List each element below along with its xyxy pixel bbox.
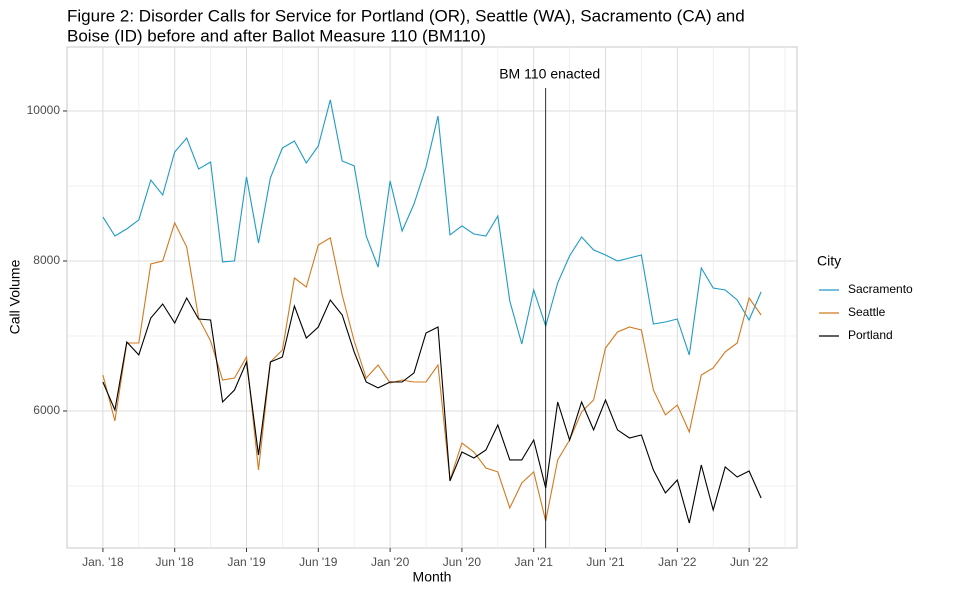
x-tick-label: Jan '22: [658, 555, 697, 569]
x-tick-label: Jan '21: [515, 555, 554, 569]
annotation-text: BM 110 enacted: [499, 66, 600, 82]
legend-label: Seattle: [848, 305, 886, 319]
legend-label: Sacramento: [848, 282, 913, 296]
plot-panel: [66, 46, 798, 549]
series-line: [102, 99, 762, 356]
x-tick-label: Jan '19: [227, 555, 266, 569]
series-line: [102, 296, 762, 524]
x-tick-label: Jun '22: [730, 555, 769, 569]
x-tick-label: Jun '21: [586, 555, 625, 569]
legend-title: City: [817, 253, 841, 269]
y-axis-label: Call Volume: [7, 259, 23, 334]
x-tick-label: Jun '20: [443, 555, 482, 569]
y-tick-label: 6000: [33, 403, 60, 417]
x-axis-label: Month: [413, 569, 452, 585]
x-tick-label: Jan '20: [371, 555, 410, 569]
chart-title: Boise (ID) before and after Ballot Measu…: [67, 26, 486, 45]
x-tick-label: Jun '19: [299, 555, 338, 569]
chart-title: Figure 2: Disorder Calls for Service for…: [67, 6, 745, 25]
legend-label: Portland: [848, 328, 893, 342]
y-tick-label: 8000: [33, 253, 60, 267]
y-tick-label: 10000: [27, 103, 61, 117]
x-tick-label: Jan. '18: [82, 555, 124, 569]
series-line: [102, 221, 762, 522]
x-tick-label: Jun '18: [156, 555, 195, 569]
